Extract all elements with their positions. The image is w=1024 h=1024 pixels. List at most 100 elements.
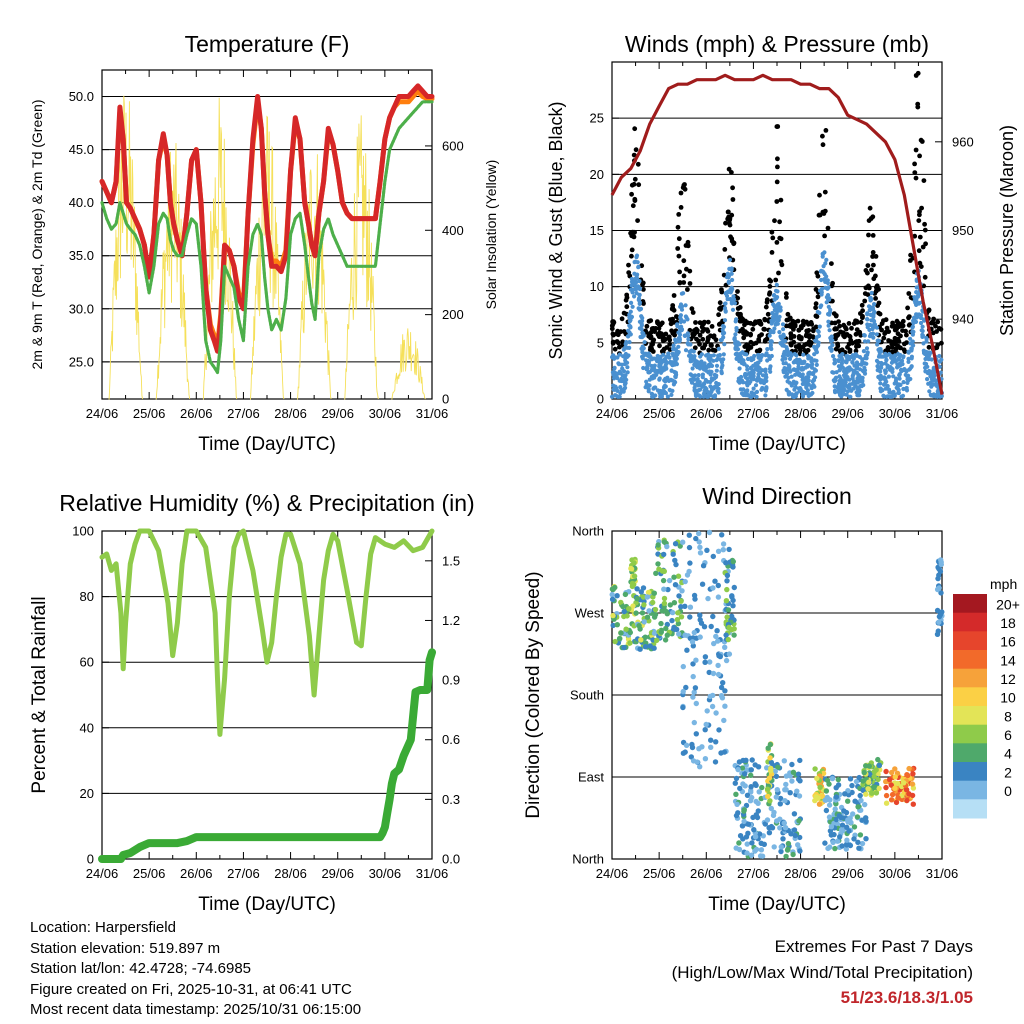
direction-point: [766, 830, 773, 836]
gust-point: [820, 133, 825, 139]
direction-point: [910, 771, 916, 777]
wind-point: [722, 342, 727, 347]
wind-point: [675, 324, 680, 329]
gust-point: [617, 344, 622, 350]
gust-point: [764, 299, 770, 305]
wind-point: [852, 368, 857, 373]
direction-point: [773, 794, 779, 800]
gust-point: [648, 345, 653, 350]
wind-point: [906, 356, 911, 361]
wind-point: [733, 319, 738, 324]
gust-point: [858, 319, 864, 325]
y-right-tick-label: 960: [952, 134, 974, 149]
gust-point: [837, 323, 842, 329]
wind-point: [911, 343, 916, 348]
wind-point: [748, 372, 753, 377]
wind-point: [692, 354, 697, 359]
gust-point: [624, 304, 630, 310]
wind-point: [876, 338, 881, 343]
gust-point: [678, 205, 684, 210]
wind-point: [689, 380, 695, 385]
wind-point: [869, 290, 874, 296]
gust-point: [870, 254, 875, 259]
direction-point: [737, 785, 743, 792]
gust-point: [681, 280, 687, 285]
direction-point: [621, 613, 627, 620]
direction-point: [640, 594, 647, 600]
gust-point: [716, 322, 722, 327]
y-tick-label: 50.0: [69, 89, 94, 104]
wind-point: [755, 378, 760, 383]
gust-point: [804, 341, 810, 347]
gust-point: [769, 229, 775, 235]
direction-point: [708, 623, 714, 630]
direction-point: [766, 775, 773, 781]
gust-point: [816, 212, 822, 218]
wind-point: [633, 280, 639, 285]
legend-swatch: [953, 706, 987, 726]
gust-point: [753, 340, 759, 346]
direction-point: [713, 633, 719, 640]
gust-point: [916, 248, 922, 254]
gust-point: [863, 268, 869, 273]
direction-point: [767, 741, 774, 748]
direction-point: [895, 795, 901, 801]
gust-point: [615, 329, 621, 335]
direction-point: [691, 719, 697, 726]
wind-point: [878, 377, 883, 382]
direction-point: [883, 800, 890, 806]
direction-point: [705, 595, 711, 602]
gust-point: [705, 319, 711, 325]
gust-point: [736, 312, 742, 318]
wind-point: [626, 353, 631, 358]
direction-point: [693, 731, 699, 737]
gust-point: [632, 126, 638, 132]
y-tick-label: 0: [597, 392, 604, 407]
gust-point: [713, 337, 719, 343]
direction-point: [752, 834, 759, 840]
direction-point: [689, 744, 696, 751]
direction-point: [737, 833, 744, 839]
wind-point: [617, 352, 622, 357]
wind-point: [922, 318, 927, 323]
direction-point: [671, 574, 677, 580]
gust-point: [692, 331, 698, 336]
gust-point: [726, 166, 732, 172]
direction-point: [748, 767, 754, 773]
wind-point: [816, 329, 821, 334]
wind-point: [921, 341, 926, 346]
wind-point: [691, 373, 697, 379]
x-tick-label: 27/06: [227, 866, 260, 881]
direction-point: [851, 824, 858, 830]
wind-point: [917, 312, 922, 317]
wind-point: [678, 313, 684, 318]
wind-point: [786, 375, 791, 380]
wind-point: [686, 342, 691, 347]
extremes-title: Extremes For Past 7 Days: [774, 937, 973, 956]
gust-point: [889, 341, 895, 347]
wind-point: [704, 365, 709, 370]
wind-point: [773, 322, 778, 327]
wind-point: [754, 394, 759, 399]
wind-point: [614, 386, 619, 391]
direction-point: [631, 560, 637, 566]
direction-point: [791, 827, 798, 833]
gust-point: [629, 253, 634, 259]
wind-point: [840, 379, 846, 384]
series-line-2m-t: [99, 83, 435, 354]
wind-point: [714, 380, 719, 386]
gust-point: [884, 325, 890, 331]
y-right-tick-label: 1.5: [442, 553, 460, 568]
gust-point: [871, 262, 876, 268]
direction-point: [768, 823, 775, 830]
gust-point: [666, 334, 672, 340]
gust-point: [635, 161, 641, 167]
y-tick-label: 0: [87, 852, 94, 867]
gust-point: [745, 320, 751, 326]
direction-point: [745, 821, 752, 827]
y-tick-label: West: [575, 606, 605, 621]
gust-point: [700, 336, 706, 342]
wind-point: [763, 387, 768, 392]
wind-point: [673, 374, 678, 380]
wind-point: [739, 374, 744, 380]
